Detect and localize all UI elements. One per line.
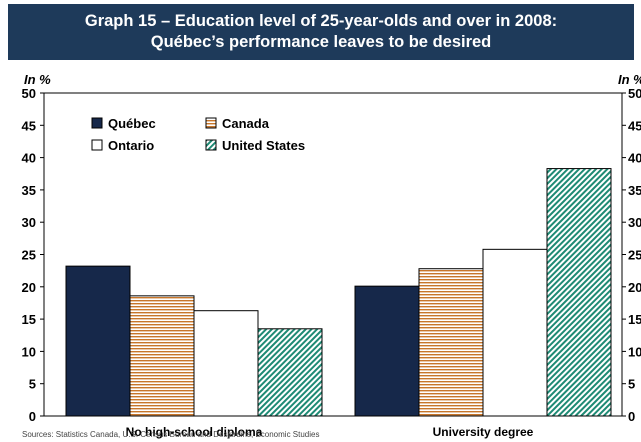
y-tick-label-left: 45 xyxy=(22,118,36,133)
y-tick-label-right: 15 xyxy=(628,312,641,327)
y-tick-label-right: 40 xyxy=(628,151,641,166)
legend-swatch-1 xyxy=(91,117,103,129)
y-tick-label-right: 10 xyxy=(628,344,641,359)
bar-qu-bec-1 xyxy=(65,265,131,417)
y-tick-label-left: 20 xyxy=(22,280,36,295)
y-tick-label-right: 25 xyxy=(628,248,641,263)
bar-canada-2 xyxy=(418,268,484,417)
y-tick-label-left: 30 xyxy=(22,215,36,230)
y-tick-label-right: 35 xyxy=(628,183,641,198)
y-tick-label-right: 5 xyxy=(628,377,635,392)
bar-united-states-2 xyxy=(546,168,612,417)
legend-label-4: United States xyxy=(222,138,305,153)
y-tick-label-right: 0 xyxy=(628,409,635,424)
chart-title-banner: Graph 15 – Education level of 25-year-ol… xyxy=(8,4,634,60)
legend-swatch-4 xyxy=(205,139,217,151)
bar-ontario-1 xyxy=(193,310,259,417)
bar-qu-bec-2 xyxy=(354,285,420,417)
y-tick-label-right: 20 xyxy=(628,280,641,295)
y-tick-label-left: 5 xyxy=(29,377,36,392)
legend-label-2: Canada xyxy=(222,116,270,131)
x-category-label: University degree xyxy=(433,425,534,439)
y-tick-label-left: 15 xyxy=(22,312,36,327)
y-axis-label-right: In % xyxy=(618,72,641,87)
legend-label-3: Ontario xyxy=(108,138,154,153)
legend-swatch-2 xyxy=(205,117,217,129)
y-tick-label-left: 0 xyxy=(29,409,36,424)
y-tick-label-right: 45 xyxy=(628,118,641,133)
bar-canada-1 xyxy=(129,295,195,417)
y-tick-label-left: 25 xyxy=(22,248,36,263)
y-tick-label-left: 40 xyxy=(22,151,36,166)
bar-ontario-2 xyxy=(482,248,548,417)
y-tick-label-right: 30 xyxy=(628,215,641,230)
y-tick-label-right: 50 xyxy=(628,86,641,101)
legend-swatch-3 xyxy=(91,139,103,151)
y-tick-label-left: 10 xyxy=(22,344,36,359)
y-tick-label-left: 50 xyxy=(22,86,36,101)
chart-title-line-1: Graph 15 – Education level of 25-year-ol… xyxy=(84,12,558,30)
y-tick-label-left: 35 xyxy=(22,183,36,198)
y-axis-label-left: In % xyxy=(24,72,51,87)
legend-label-1: Québec xyxy=(108,116,156,131)
source-note: Sources: Statistics Canada, U.S. Census … xyxy=(22,430,320,439)
bar-united-states-1 xyxy=(257,328,323,417)
chart-title-line-2: Québec’s performance leaves to be desire… xyxy=(150,33,492,51)
x-category-label: No high-school diploma xyxy=(126,425,263,439)
